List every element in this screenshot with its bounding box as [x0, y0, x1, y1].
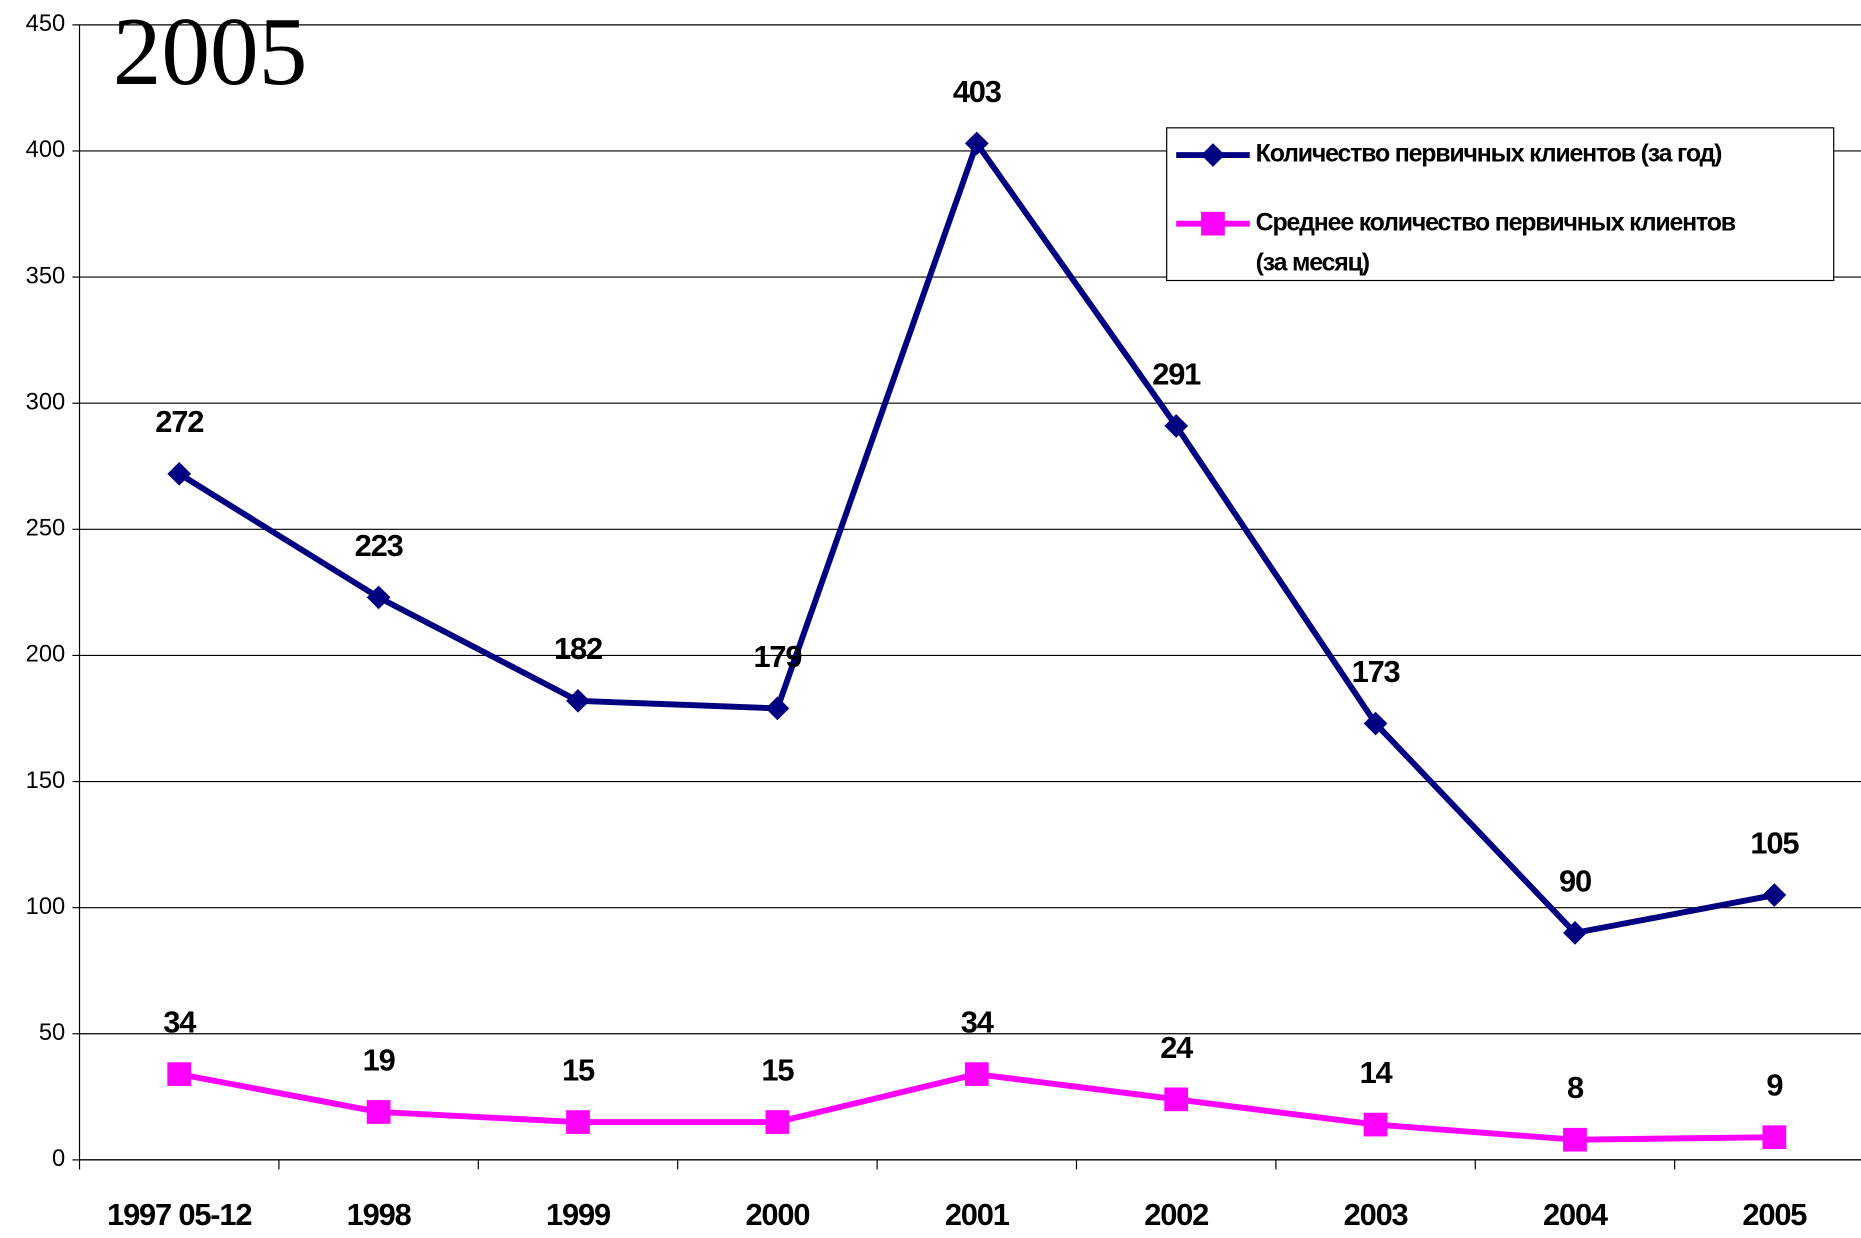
point — [566, 688, 590, 713]
y-tick-label: 300 — [26, 389, 66, 415]
data-label: 14 — [1360, 1055, 1393, 1090]
data-label: 8 — [1567, 1070, 1584, 1105]
x-tick-label: 2000 — [745, 1197, 809, 1232]
point — [765, 696, 790, 721]
point — [167, 1062, 192, 1086]
point — [167, 461, 192, 486]
data-label: 24 — [1160, 1030, 1193, 1065]
y-tick-label: 400 — [26, 137, 66, 163]
legend-box — [1166, 127, 1835, 282]
x-tick-label: 2004 — [1543, 1197, 1608, 1232]
x-tick-label: 1998 — [347, 1197, 412, 1232]
data-label: 105 — [1750, 826, 1799, 861]
data-label: 90 — [1559, 863, 1591, 898]
y-tick-label: 150 — [26, 768, 66, 794]
point — [964, 131, 989, 156]
y-tick-label: 100 — [26, 894, 66, 920]
x-tick-label: 2005 — [1742, 1197, 1807, 1232]
x-tick-label: 1999 — [546, 1197, 610, 1232]
legend: Количество первичных клиентов (за год) Ср… — [1166, 127, 1835, 282]
data-label: 173 — [1352, 654, 1401, 689]
point — [1363, 1112, 1388, 1137]
data-label: 19 — [363, 1042, 395, 1077]
chart-title: 2005 — [113, 0, 308, 106]
point — [765, 1110, 790, 1134]
x-tick-label: 2003 — [1344, 1197, 1409, 1232]
point — [1563, 921, 1587, 945]
y-tick-label: 0 — [52, 1146, 65, 1172]
point — [1201, 211, 1225, 236]
point — [366, 1100, 391, 1124]
data-label: 272 — [155, 404, 203, 439]
data-label: 34 — [163, 1005, 196, 1040]
point — [566, 1110, 590, 1134]
y-tick-label: 50 — [39, 1020, 65, 1046]
point — [1164, 414, 1189, 438]
y-tick-label: 450 — [26, 11, 66, 37]
point — [1363, 711, 1388, 736]
data-label: 291 — [1152, 356, 1201, 391]
data-label: 403 — [953, 74, 1002, 109]
y-tick-label: 200 — [26, 642, 66, 668]
x-tick-label: 1997 05-12 — [107, 1197, 251, 1232]
legend-label: (за месяц) — [1256, 249, 1370, 277]
legend-label: Количество первичных клиентов (за год) — [1256, 140, 1722, 168]
data-label: 9 — [1766, 1068, 1782, 1103]
point — [1201, 143, 1225, 167]
y-tick-label: 250 — [26, 516, 66, 542]
point — [1762, 883, 1787, 907]
data-label: 223 — [355, 528, 404, 563]
data-label: 182 — [554, 631, 602, 666]
legend-label: Среднее количество первичных клиентов — [1256, 208, 1736, 236]
data-label: 15 — [761, 1053, 794, 1088]
point — [1164, 1087, 1189, 1112]
data-label: 15 — [562, 1053, 595, 1088]
point — [964, 1062, 989, 1086]
y-tick-label: 350 — [26, 263, 66, 289]
x-tick-label: 2001 — [945, 1197, 1010, 1232]
point — [1762, 1125, 1787, 1150]
data-label: 179 — [753, 639, 801, 674]
x-tick-label: 2002 — [1144, 1197, 1208, 1232]
data-label: 34 — [961, 1005, 994, 1040]
point — [1563, 1127, 1587, 1152]
